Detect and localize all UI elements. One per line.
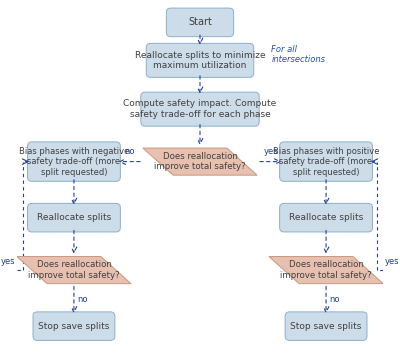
Text: For all
intersections: For all intersections: [271, 45, 325, 64]
FancyBboxPatch shape: [141, 92, 259, 126]
Text: Does reallocation
improve total safety?: Does reallocation improve total safety?: [154, 152, 246, 171]
FancyBboxPatch shape: [285, 312, 367, 340]
FancyBboxPatch shape: [146, 43, 254, 77]
Text: yes: yes: [263, 147, 278, 156]
Text: no: no: [78, 295, 88, 305]
Text: Stop save splits: Stop save splits: [290, 322, 362, 331]
Polygon shape: [17, 257, 131, 284]
Text: Compute safety impact. Compute
safety trade-off for each phase: Compute safety impact. Compute safety tr…: [123, 99, 277, 119]
Text: Bias phases with negative
safety trade-off (more
split requested): Bias phases with negative safety trade-o…: [19, 147, 129, 176]
Text: Reallocate splits: Reallocate splits: [289, 213, 363, 222]
Text: Start: Start: [188, 17, 212, 27]
Text: Reallocate splits to minimize
maximum utilization: Reallocate splits to minimize maximum ut…: [135, 51, 265, 70]
Text: Does reallocation
improve total safety?: Does reallocation improve total safety?: [280, 260, 372, 280]
Polygon shape: [143, 148, 257, 175]
FancyBboxPatch shape: [166, 8, 234, 37]
Polygon shape: [269, 257, 383, 284]
Text: Does reallocation
improve total safety?: Does reallocation improve total safety?: [28, 260, 120, 280]
Text: Bias phases with positive
safety trade-off (more
split requested): Bias phases with positive safety trade-o…: [273, 147, 379, 176]
FancyBboxPatch shape: [28, 142, 120, 182]
FancyBboxPatch shape: [28, 203, 120, 232]
Text: yes: yes: [0, 257, 15, 266]
FancyBboxPatch shape: [280, 203, 372, 232]
Text: no: no: [124, 147, 135, 156]
Text: Stop save splits: Stop save splits: [38, 322, 110, 331]
Text: Reallocate splits: Reallocate splits: [37, 213, 111, 222]
Text: no: no: [330, 295, 340, 305]
FancyBboxPatch shape: [280, 142, 372, 182]
FancyBboxPatch shape: [33, 312, 115, 340]
Text: yes: yes: [385, 257, 400, 266]
